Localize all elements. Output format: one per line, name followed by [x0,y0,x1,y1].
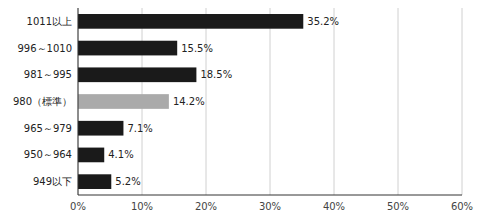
grid-line [270,8,271,195]
x-axis-line [78,195,462,196]
x-tick-label: 50% [387,201,409,212]
x-tick-label: 40% [323,201,345,212]
x-tick-label: 0% [70,201,86,212]
data-label: 15.5% [181,43,213,54]
grid-line [398,8,399,195]
data-label: 14.2% [173,96,205,107]
bar [78,121,123,136]
data-labels: 35.2% 15.5% 18.5% 14.2% 7.1% 4.1% 5.2% [108,16,339,187]
grid [78,8,462,195]
grid-line [206,8,207,195]
grid-line [334,8,335,195]
y-tick-label: 980（標準） [13,96,72,107]
bar [78,174,111,189]
y-axis: 1011以上 996～1010 981～995 980（標準） 965～979 950～9… [13,16,72,187]
data-label: 4.1% [108,149,133,160]
chart-svg: 0% 10% 20% 30% 40% 50% 60% 35.2% 15.5% 18.5% 14.2%… [0,0,484,219]
bar [78,41,177,56]
bar [78,14,303,29]
x-tick-label: 60% [451,201,473,212]
x-tick-label: 10% [131,201,153,212]
data-label: 5.2% [115,176,140,187]
x-tick-label: 20% [195,201,217,212]
data-label: 7.1% [127,123,152,134]
y-tick-label: 950～964 [24,149,72,160]
bars [78,14,303,189]
data-label: 18.5% [200,69,232,80]
bar [78,67,196,82]
y-tick-label: 981～995 [24,69,72,80]
y-tick-label: 965～979 [24,123,72,134]
grid-line [78,8,79,195]
x-axis: 0% 10% 20% 30% 40% 50% 60% [70,201,473,212]
y-axis-line [78,8,79,195]
data-label: 35.2% [307,16,339,27]
y-tick-label: 1011以上 [27,16,72,27]
bar [78,94,169,109]
grid-line [462,8,463,195]
y-tick-label: 996～1010 [17,43,72,54]
chart-container: 0% 10% 20% 30% 40% 50% 60% 35.2% 15.5% 18.5% 14.2%… [0,0,484,219]
y-tick-label: 949以下 [33,176,72,187]
bar [78,148,104,163]
x-tick-label: 30% [259,201,281,212]
